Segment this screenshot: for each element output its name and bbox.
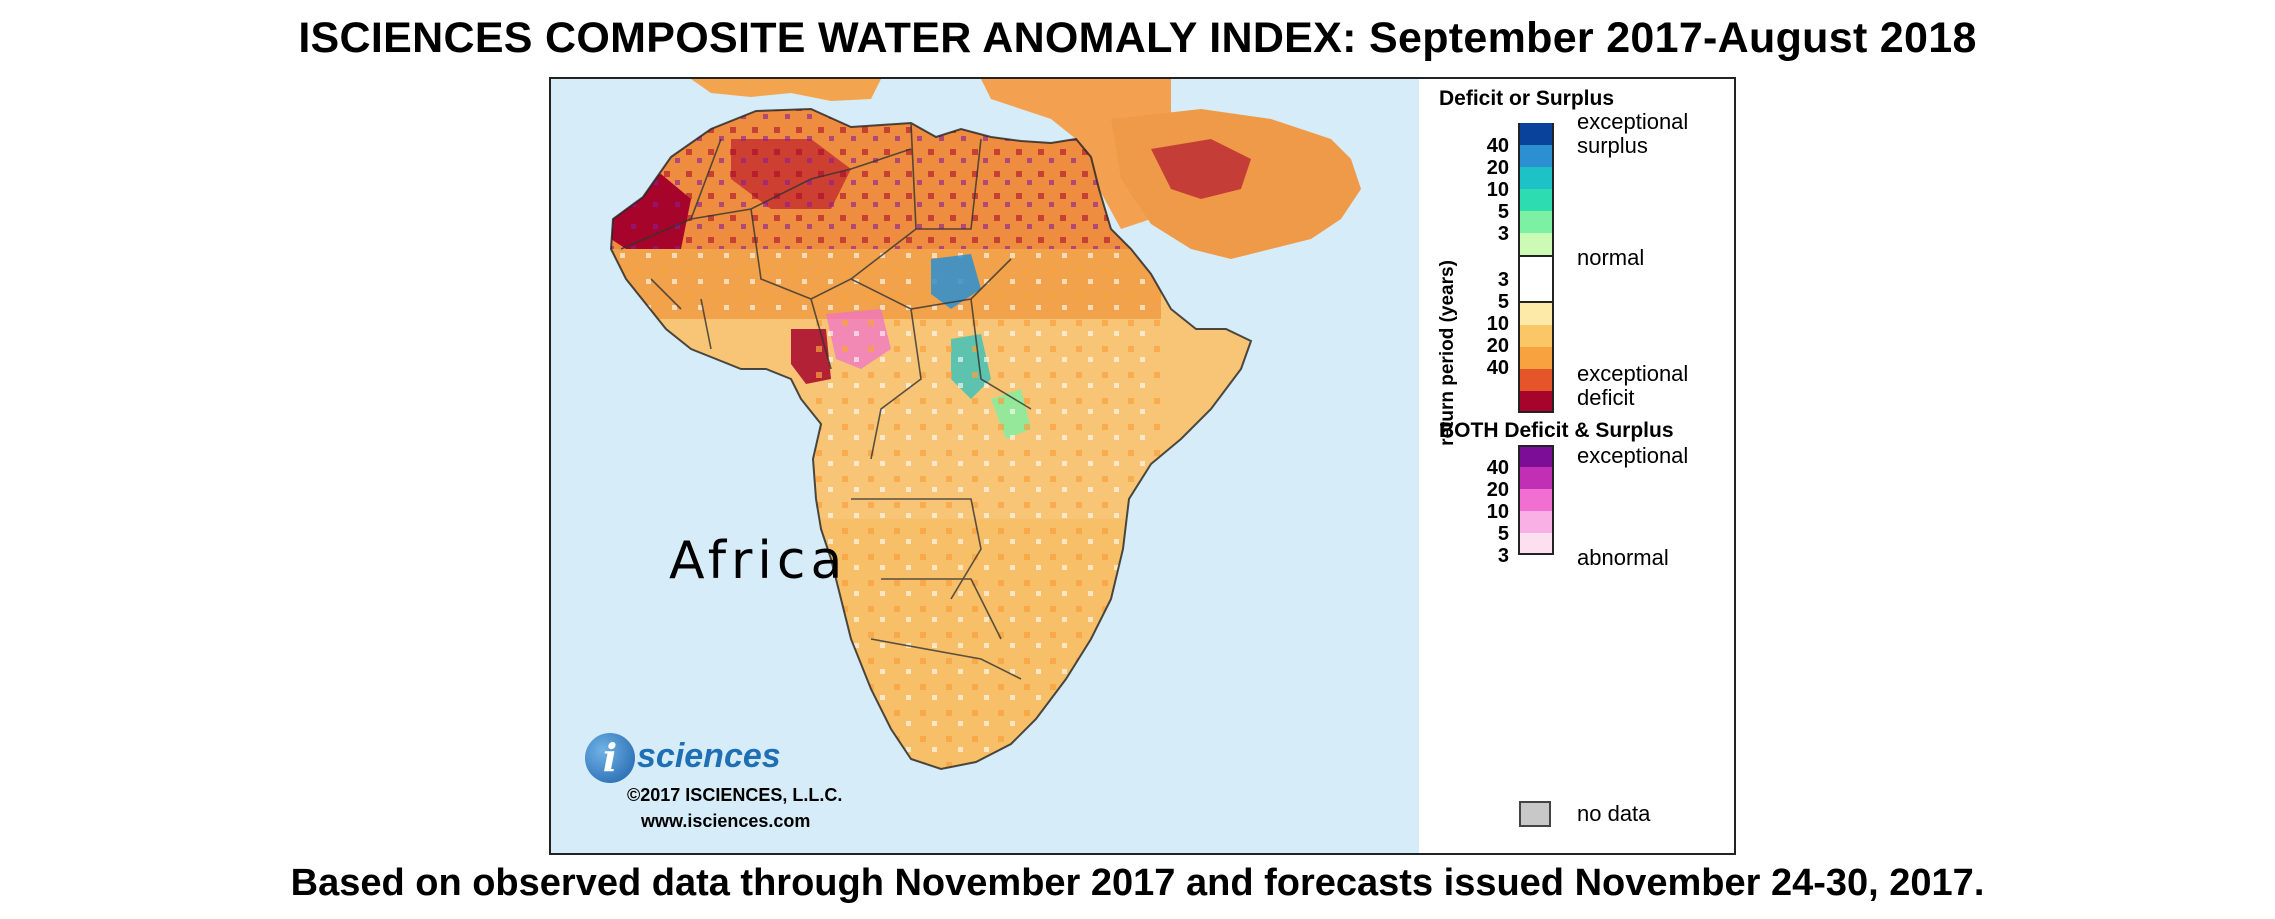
legend-top-label-1: exceptional [1577,109,1689,134]
legend-heading-deficit-surplus: Deficit or Surplus [1439,87,1615,110]
both-tick-10: 10 [1486,501,1509,523]
swatch-both-1 [1518,445,1554,467]
copyright-text: ©2017 ISCIENCES, L.L.C. [627,785,843,805]
legend-heading-both: BOTH Deficit & Surplus [1439,419,1674,442]
swatch-surplus-6 [1518,233,1554,255]
website-link[interactable]: www.isciences.com [641,811,811,831]
deficit-tick-5: 5 [1497,291,1509,313]
legend-panel: Deficit or Surplus return period (years)… [1419,79,1734,853]
map-frame: Africa i sciences ©2017 ISCIENCES, L.L.C… [549,77,1736,855]
swatch-deficit-3 [1518,347,1554,369]
legend-bottom-label-1: exceptional [1577,361,1689,386]
deficit-tick-3: 3 [1497,269,1509,291]
deficit-tick-10: 10 [1486,313,1509,335]
swatch-deficit-1 [1518,303,1554,325]
surplus-tick-20: 20 [1486,157,1509,179]
logo-i-icon: i [585,733,635,783]
swatch-deficit-5 [1518,391,1554,413]
both-tick-3: 3 [1497,545,1509,567]
swatch-both-3 [1518,489,1554,511]
swatch-both-5 [1518,533,1554,555]
surplus-tick-40: 40 [1486,135,1509,157]
both-tick-20: 20 [1486,479,1509,501]
surplus-tick-10: 10 [1486,179,1509,201]
both-tick-40: 40 [1486,457,1509,479]
legend-normal-label: normal [1577,245,1645,270]
legend-no-data-label: no data [1577,801,1651,826]
middle-east-land [981,79,1171,229]
swatch-surplus-1 [1518,123,1554,145]
both-tick-5: 5 [1497,523,1509,545]
surplus-tick-3: 3 [1497,223,1509,245]
europe-land [691,79,881,101]
legend-bottom-label-2: deficit [1577,385,1635,410]
deficit-tick-40: 40 [1486,357,1509,379]
surplus-tick-5: 5 [1497,201,1509,223]
arabia-deficit [1151,139,1251,199]
legend-both-bottom-label: abnormal [1577,545,1669,570]
swatch-surplus-2 [1518,145,1554,167]
swatch-surplus-4 [1518,189,1554,211]
swatch-surplus-5 [1518,211,1554,233]
swatch-surplus-3 [1518,167,1554,189]
legend-top-label-2: surplus [1577,133,1648,158]
swatch-deficit-4 [1518,369,1554,391]
legend-both-top-label: exceptional [1577,443,1689,468]
deficit-tick-20: 20 [1486,335,1509,357]
map-canvas [610,79,1361,770]
swatch-both-4 [1518,511,1554,533]
swatch-deficit-2 [1518,325,1554,347]
map-panel[interactable]: Africa i sciences ©2017 ISCIENCES, L.L.C… [551,79,1419,853]
map-title: ISCIENCES COMPOSITE WATER ANOMALY INDEX:… [298,14,1977,62]
isciences-logo[interactable]: i sciences ©2017 ISCIENCES, L.L.C. www.i… [571,729,871,839]
country-borders [610,108,1252,770]
swatch-normal [1518,255,1554,303]
logo-wordmark: sciences [637,737,781,775]
swatch-both-2 [1518,467,1554,489]
east-africa-surplus [931,254,981,309]
region-label: Africa [669,531,848,591]
swatch-no-data [1519,801,1551,827]
footer-note: Based on observed data through November … [290,862,1985,904]
